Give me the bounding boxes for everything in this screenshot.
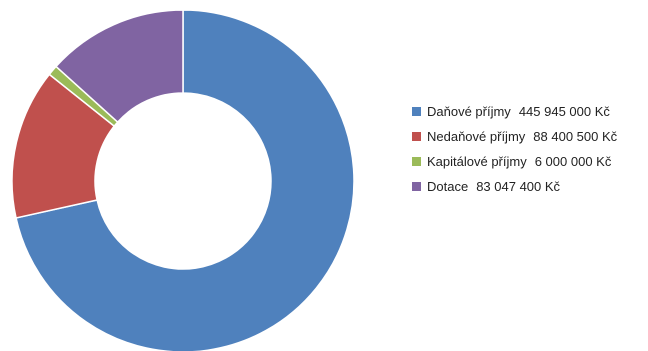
donut-slice-0 [15, 9, 355, 351]
legend-value: 88 400 500 Kč [533, 129, 618, 144]
legend-swatch [412, 132, 421, 141]
legend-label: Dotace [427, 179, 469, 194]
legend-item-1: Nedaňové příjmy 88 400 500 Kč [412, 124, 617, 149]
legend-item-2: Kapitálové příjmy 6 000 000 Kč [412, 149, 617, 174]
legend-label: Nedaňové příjmy [427, 129, 526, 144]
legend-value: 83 047 400 Kč [476, 179, 561, 194]
legend-swatch [412, 182, 421, 191]
legend-item-0: Daňové příjmy 445 945 000 Kč [412, 99, 617, 124]
donut-slice-3 [54, 9, 184, 124]
legend-value: 6 000 000 Kč [534, 154, 612, 169]
legend-swatch [412, 157, 421, 166]
legend-item-3: Dotace 83 047 400 Kč [412, 174, 617, 199]
legend-value: 445 945 000 Kč [518, 104, 610, 119]
legend-label: Kapitálové příjmy [427, 154, 527, 169]
legend-swatch [412, 107, 421, 116]
legend-label: Daňové příjmy [427, 104, 511, 119]
chart-legend: Daňové příjmy 445 945 000 Kč Nedaňové příj… [412, 99, 617, 199]
